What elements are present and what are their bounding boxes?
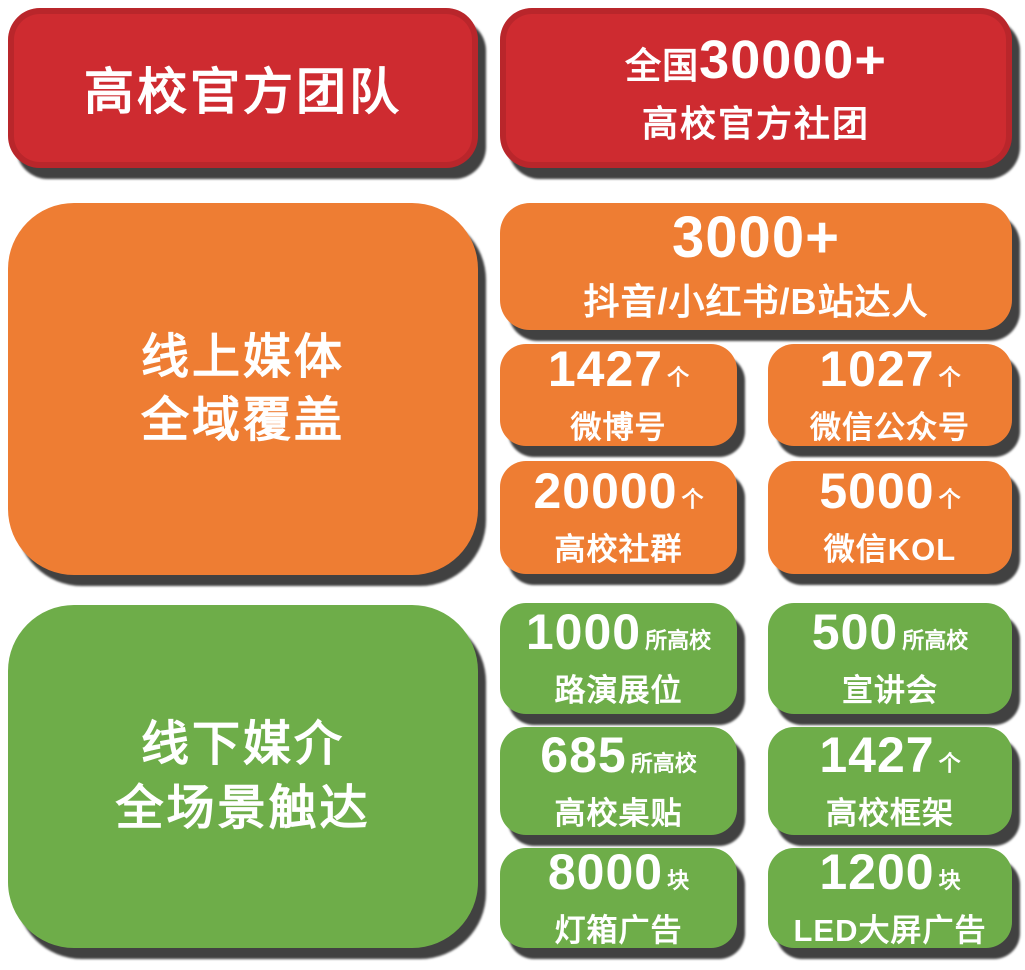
wechat-official-number-line: 1027 个 — [819, 344, 960, 394]
online-media-title-line2: 全域覆盖 — [140, 394, 345, 447]
desk-stickers-number-line: 685 所高校 — [540, 730, 696, 780]
weibo-label: 微博号 — [570, 409, 667, 445]
offline-media-title-box: 线下媒介 全场景触达 — [8, 605, 478, 948]
wechat-official-unit: 个 — [938, 364, 961, 390]
influencers-number: 3000+ — [672, 204, 840, 270]
weibo-number: 1427 — [547, 340, 664, 397]
wechat-kol-number-line: 5000 个 — [819, 466, 960, 516]
online-media-title: 线上媒体 全域覆盖 — [141, 326, 345, 453]
led-ads-number: 1200 — [819, 843, 935, 900]
stat-box-wechat-kol: 5000 个 微信KOL — [768, 461, 1012, 574]
influencers-label: 抖音/小红书/B站达人 — [583, 280, 929, 322]
campus-frames-unit: 个 — [938, 750, 961, 776]
wechat-official-number: 1027 — [819, 340, 935, 397]
info-sessions-number: 500 — [811, 604, 899, 660]
desk-stickers-label: 高校桌贴 — [554, 795, 683, 831]
stat-box-wechat-official: 1027 个 微信公众号 — [768, 344, 1012, 446]
stat-box-influencers: 3000+ 抖音/小红书/B站达人 — [500, 203, 1012, 330]
stat-box-led-screen-ads: 1200 块 LED大屏广告 — [768, 847, 1012, 948]
lightbox-ads-number-line: 8000 块 — [548, 847, 689, 897]
campus-frames-label: 高校框架 — [826, 795, 954, 831]
offline-media-title-line1: 线下媒介 — [140, 718, 345, 772]
national-clubs-prefix: 全国 — [625, 45, 700, 86]
stat-box-campus-groups: 20000 个 高校社群 — [500, 461, 737, 574]
online-media-title-line1: 线上媒体 — [140, 330, 345, 384]
wechat-kol-number: 5000 — [819, 463, 935, 519]
campus-frames-number: 1427 — [819, 726, 935, 783]
offline-media-title: 线下媒介 全场景触达 — [115, 713, 370, 840]
lightbox-ads-number: 8000 — [547, 843, 664, 900]
offline-media-title-line2: 全场景触达 — [115, 781, 371, 835]
campus-groups-number: 20000 — [533, 463, 678, 519]
roadshow-unit: 所高校 — [645, 628, 712, 653]
roadshow-number-line: 1000 所高校 — [526, 607, 711, 657]
weibo-unit: 个 — [667, 364, 690, 390]
campus-groups-label: 高校社群 — [554, 532, 683, 567]
roadshow-number: 1000 — [525, 604, 642, 660]
wechat-official-label: 微信公众号 — [810, 409, 970, 445]
lightbox-ads-label: 灯箱广告 — [554, 912, 683, 948]
lightbox-ads-unit: 块 — [667, 867, 690, 893]
led-ads-unit: 块 — [938, 867, 961, 893]
national-clubs-number: 30000+ — [699, 30, 887, 90]
info-sessions-label: 宣讲会 — [842, 673, 938, 708]
online-media-title-box: 线上媒体 全域覆盖 — [8, 203, 478, 575]
campus-groups-unit: 个 — [681, 487, 704, 512]
roadshow-label: 路演展位 — [554, 673, 683, 708]
stat-box-weibo: 1427 个 微博号 — [500, 344, 737, 446]
weibo-number-line: 1427 个 — [548, 344, 689, 394]
info-sessions-number-line: 500 所高校 — [812, 607, 968, 657]
national-clubs-label: 高校官方社团 — [641, 103, 870, 144]
stat-box-info-sessions: 500 所高校 宣讲会 — [768, 603, 1012, 714]
led-ads-number-line: 1200 块 — [819, 847, 960, 897]
campus-frames-number-line: 1427 个 — [819, 730, 960, 780]
university-official-team-title: 高校官方团队 — [84, 64, 402, 120]
desk-stickers-unit: 所高校 — [630, 750, 697, 776]
led-ads-label: LED大屏广告 — [793, 912, 987, 948]
info-sessions-unit: 所高校 — [902, 628, 969, 653]
wechat-kol-unit: 个 — [938, 487, 961, 512]
stat-box-campus-frames: 1427 个 高校框架 — [768, 727, 1012, 835]
national-clubs-stat-line: 全国 30000+ — [625, 29, 887, 91]
wechat-kol-label: 微信KOL — [823, 532, 957, 567]
national-clubs-stat-box: 全国 30000+ 高校官方社团 — [500, 8, 1012, 168]
campus-groups-number-line: 20000 个 — [533, 466, 703, 516]
stat-box-desk-stickers: 685 所高校 高校桌贴 — [500, 727, 737, 835]
stat-box-roadshow-booths: 1000 所高校 路演展位 — [500, 603, 737, 714]
influencers-number-line: 3000+ — [672, 204, 840, 270]
university-official-team-title-box: 高校官方团队 — [8, 8, 478, 168]
desk-stickers-number: 685 — [540, 726, 627, 783]
stat-box-lightbox-ads: 8000 块 灯箱广告 — [500, 847, 737, 948]
